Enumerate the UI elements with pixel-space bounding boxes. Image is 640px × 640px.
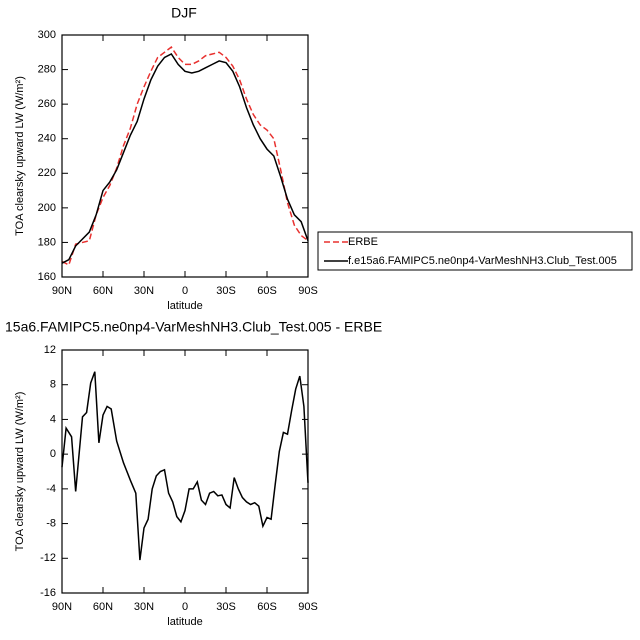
x-tick-label: 60N [93,601,113,613]
x-tick-label: 60S [257,601,277,613]
legend-label: f.e15a6.FAMIPC5.ne0np4-VarMeshNH3.Club_T… [348,255,617,267]
y-tick-label: 4 [50,413,56,425]
y-tick-label: 8 [50,379,56,391]
x-tick-label: 30N [134,285,154,297]
chart-title: DJF [171,5,197,21]
y-tick-label: -12 [40,552,56,564]
x-tick-label: 30S [216,601,236,613]
x-axis-label: latitude [167,300,202,312]
y-tick-label: 12 [44,344,56,356]
x-tick-label: 0 [182,285,188,297]
chart-title: 15a6.FAMIPC5.ne0np4-VarMeshNH3.Club_Test… [5,319,382,335]
x-tick-label: 90N [52,601,72,613]
y-tick-label: 260 [38,98,56,110]
x-tick-label: 90S [298,285,318,297]
x-tick-label: 60N [93,285,113,297]
x-tick-label: 30S [216,285,236,297]
y-tick-label: 220 [38,167,56,179]
data-line [61,46,309,266]
y-axis-label: TOA clearsky upward LW (W/m²) [14,76,26,236]
y-tick-label: 300 [38,29,56,41]
x-tick-label: 90S [298,601,318,613]
x-tick-label: 30N [134,601,154,613]
y-tick-label: -8 [46,517,56,529]
y-tick-label: 280 [38,63,56,75]
legend-label: ERBE [348,236,378,248]
x-tick-label: 0 [182,601,188,613]
plot-frame [61,349,309,594]
y-tick-label: 180 [38,236,56,248]
x-axis-label: latitude [167,616,202,628]
y-tick-label: 160 [38,271,56,283]
y-tick-label: -4 [46,483,56,495]
legend-box [317,231,633,271]
y-axis-label: TOA clearsky upward LW (W/m²) [14,392,26,552]
y-tick-label: 0 [50,448,56,460]
data-line [61,53,309,264]
y-tick-label: -16 [40,587,56,599]
y-tick-label: 240 [38,133,56,145]
data-line [61,371,309,561]
x-tick-label: 60S [257,285,277,297]
y-tick-label: 200 [38,202,56,214]
plot-frame [61,34,309,278]
x-tick-label: 90N [52,285,72,297]
